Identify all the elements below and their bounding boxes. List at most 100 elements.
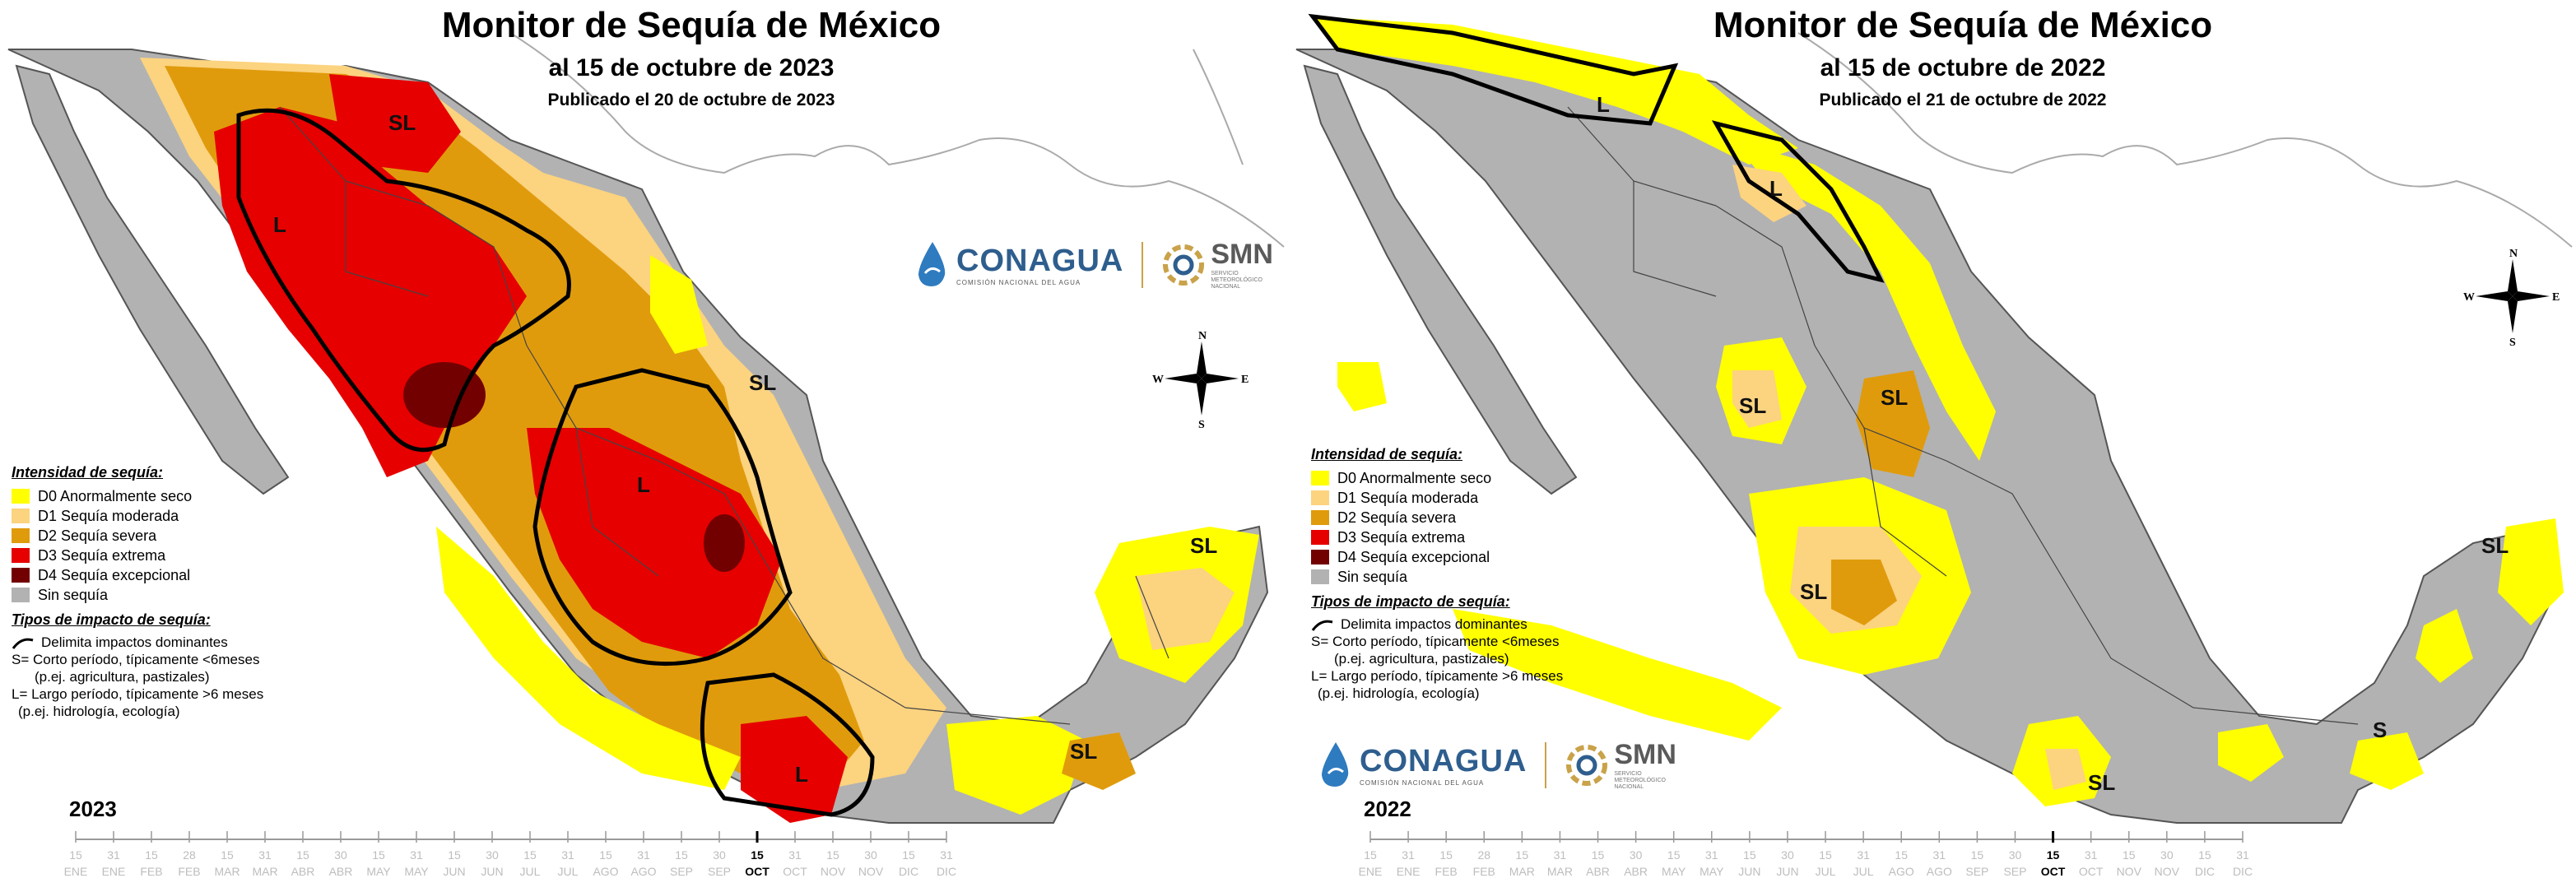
timeline-month-label: MAY (1700, 865, 1724, 878)
timeline-month-label: OCT (783, 865, 807, 878)
legend-impact-block: Delimita impactos dominantes S= Corto pe… (1311, 616, 1564, 701)
impact-label-sl-central: SL (1800, 579, 1828, 604)
timeline-month-label: AGO (593, 865, 618, 878)
timeline-day-label: 31 (1705, 848, 1718, 862)
timeline-month-label: ABR (1586, 865, 1610, 878)
timeline-month-label: OCT (2041, 865, 2066, 878)
timeline-month-label: MAR (214, 865, 239, 878)
timeline-day-label: 15 (1439, 848, 1453, 862)
impact-label-s-southeast: S (2373, 718, 2388, 742)
legend-swatch-d3 (1311, 530, 1329, 545)
timeline-day-label: 15 (296, 848, 309, 862)
map-published-date: Publicado el 21 de octubre de 2022 (1819, 91, 2107, 109)
state-borders (1567, 106, 2359, 725)
timeline-day-label: 30 (1630, 848, 1643, 862)
map-title: Monitor de Sequía de México (441, 5, 942, 45)
compass-e: E (2552, 291, 2560, 304)
timeline-month-label: FEB (178, 865, 200, 878)
timeline-day-label: 15 (1971, 848, 1984, 862)
d3-central (527, 428, 782, 658)
map-subtitle: al 15 de octubre de 2023 (548, 54, 835, 81)
impact-label-sl-northeast: SL (749, 370, 777, 395)
legend-impact-title: Tipos de impacto de sequía: (12, 611, 211, 628)
timeline-month-label: JUL (1853, 865, 1874, 878)
baja-california (1303, 64, 1578, 495)
drought-map-2022-panel: 15 ENE 31 ENE 15 FEB 28 FEB 15 MAR 31 MAR 15 ABR 30 ABR… (1288, 0, 2576, 892)
timeline-month-label: NOV (2155, 865, 2180, 878)
timeline-day-label: 30 (1781, 848, 1794, 862)
timeline-day-label: 31 (1933, 848, 1946, 862)
timeline-month-label: NOV (2117, 865, 2142, 878)
compass-w: W (2463, 291, 2475, 304)
timeline-month-label: ABR (329, 865, 353, 878)
smn-wordmark: SMN (1211, 239, 1273, 270)
timeline-day-label: 15 (448, 848, 461, 862)
timeline-month-label: FEB (1473, 865, 1495, 878)
d0-yucatan-east (2498, 518, 2564, 625)
timeline-day-label: 28 (183, 848, 196, 862)
year-label: 2023 (69, 797, 117, 821)
conagua-wordmark: CONAGUA (956, 243, 1124, 278)
timeline-month-label: MAR (1509, 865, 1535, 878)
timeline-day-label: 15 (751, 848, 764, 862)
compass-s: S (1198, 419, 1205, 428)
compass-rose: N S W E (1152, 330, 1248, 428)
timeline-day-label: 15 (2123, 848, 2136, 862)
conagua-logo: CONAGUA COMISIÓN NACIONAL DEL AGUA SMN S… (1317, 739, 1688, 791)
timeline-month-label: AGO (1927, 865, 1952, 878)
timeline-month-label: MAY (404, 865, 429, 878)
smn-subtitle: SERVICIO METEOROLÓGICO NACIONAL (1211, 271, 1262, 290)
legend-swatch-none (12, 588, 30, 602)
timeline-day-label: 31 (410, 848, 423, 862)
d0-pacific-coast (436, 527, 741, 790)
d3-chihuahua-north (329, 74, 461, 173)
legend-swatch-none (1311, 569, 1329, 584)
timeline-month-label: FEB (140, 865, 162, 878)
drought-map-2023-panel: 15 ENE 31 ENE 15 FEB 28 FEB 15 MAR 31 MAR 15 ABR 30 ABR… (7, 5, 1285, 878)
d0-sinaloa (1337, 362, 1387, 411)
timeline-month-label: OCT (745, 865, 770, 878)
impact-label-sl-yucatan: SL (2481, 533, 2509, 558)
mexico-drought-map-2022: 15 ENE 31 ENE 15 FEB 28 FEB 15 MAR 31 MAR 15 ABR 30 ABR… (1295, 13, 2573, 878)
legend-item-d0: D0 Anormalmente seco (1311, 468, 1563, 488)
compass-n: N (2509, 248, 2518, 260)
timeline-2023: 15 ENE 31 ENE 15 FEB 28 FEB 15 MAR 31 MAR 15 ABR 30 ABR… (64, 831, 956, 878)
impact-boundaries (236, 108, 875, 817)
impact-label-sl-southeast: SL (1070, 739, 1098, 764)
impact-label-sl-north: SL (388, 110, 416, 135)
timeline-day-label: 30 (486, 848, 499, 862)
timeline-day-label: 30 (864, 848, 877, 862)
timeline-month-label: OCT (2079, 865, 2104, 878)
timeline-day-label: 15 (902, 848, 915, 862)
impact-label-sl-coahuila: SL (1739, 393, 1767, 418)
smn-wordmark: SMN (1614, 739, 1676, 770)
timeline-day-label: 30 (334, 848, 347, 862)
timeline-day-label: 15 (826, 848, 839, 862)
impact-label-sl-oaxaca: SL (2088, 770, 2116, 795)
timeline-day-label: 15 (523, 848, 537, 862)
legend-swatch-d4 (1311, 550, 1329, 564)
impact-label-sl-yucatan: SL (1190, 533, 1218, 558)
timeline-day-label: 15 (1364, 848, 1377, 862)
impact-label-l-south: L (795, 762, 808, 787)
d0-tabasco (2350, 732, 2424, 790)
conagua-wordmark: CONAGUA (1360, 743, 1527, 778)
timeline-day-label: 15 (2198, 848, 2211, 862)
timeline-day-label: 15 (145, 848, 158, 862)
legend-item-none: Sin sequía (12, 585, 263, 605)
timeline-day-label: 31 (561, 848, 574, 862)
impact-line-icon (12, 638, 34, 649)
timeline-day-label: 15 (1819, 848, 1832, 862)
timeline-month-label: MAY (366, 865, 391, 878)
d0-chiapas-oaxaca (946, 716, 1086, 815)
compass-rose: N S W E (2463, 248, 2560, 346)
d0-northern-border (1313, 16, 1798, 165)
impact-label-l-northwest: L (273, 212, 286, 237)
conagua-drop-icon (1322, 741, 1349, 787)
conagua-subtitle: COMISIÓN NACIONAL DEL AGUA (956, 278, 1081, 286)
d1-northcentral (1732, 370, 1782, 428)
compass-e: E (1241, 374, 1248, 386)
timeline-month-label: MAR (252, 865, 277, 878)
timeline-day-label: 15 (1592, 848, 1605, 862)
conagua-drop-icon (918, 241, 946, 286)
